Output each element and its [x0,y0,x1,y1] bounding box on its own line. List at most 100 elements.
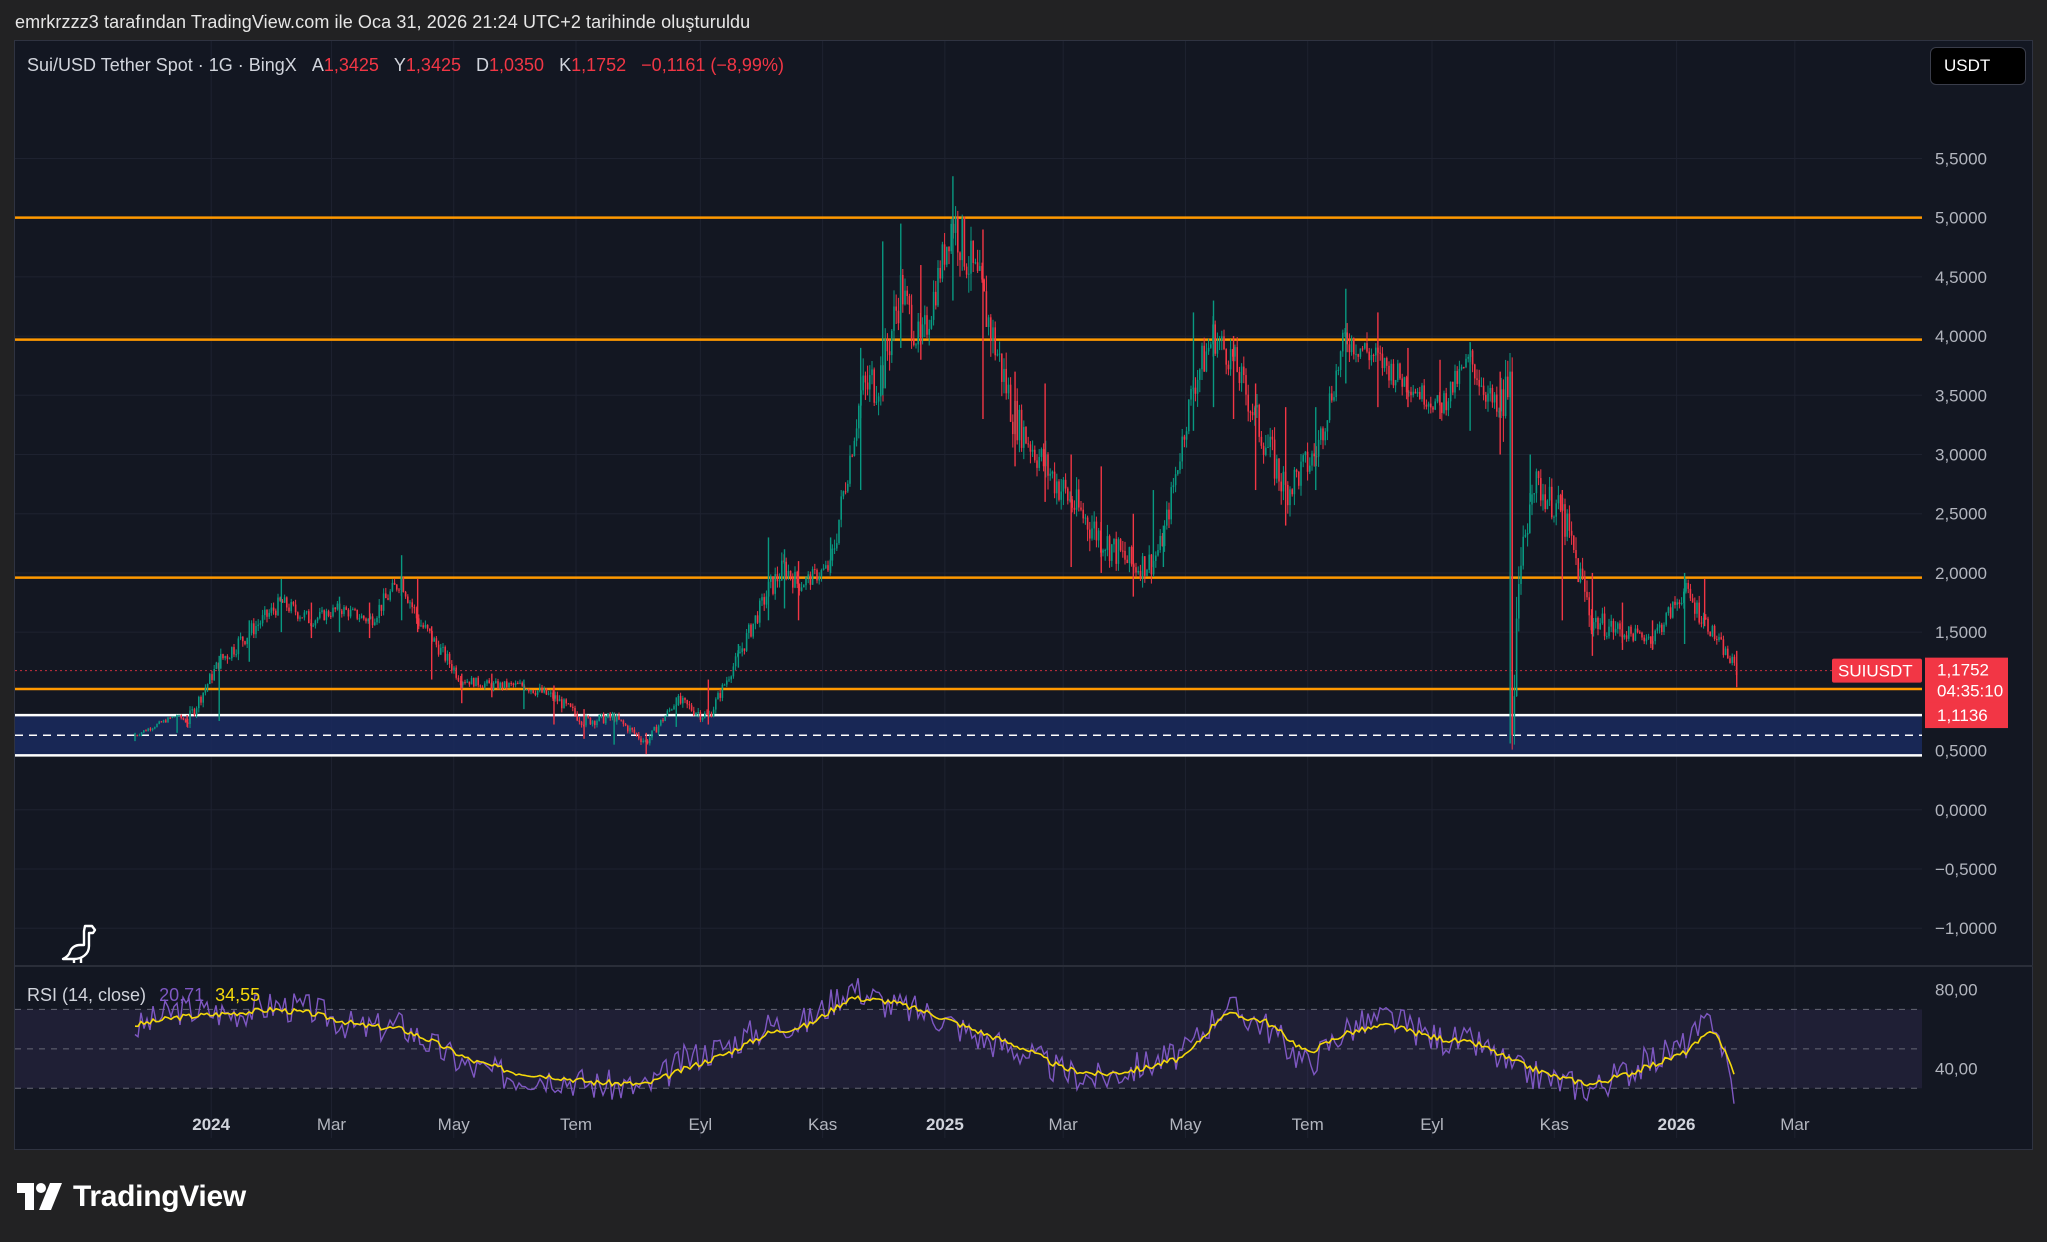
candle-body [591,721,594,725]
candle-body [1535,471,1538,494]
candle-body [646,740,649,744]
candle-body [671,709,673,711]
candle-body [620,719,622,721]
candle-body [1493,394,1496,403]
candle-body [345,607,347,610]
candle-body [1159,535,1161,550]
candle-body [1298,471,1300,486]
candle-body [1474,364,1476,379]
y-tick-label: 0,5000 [1935,742,1987,761]
candle-body [1355,354,1357,356]
candle-body [1595,617,1597,623]
candle-body [385,593,387,599]
candle-body [662,719,664,722]
candle-body [657,725,660,733]
candle-body [442,646,444,648]
tradingview-logo[interactable]: TradingView [17,1177,246,1217]
candle-body [1137,570,1139,573]
candle-body [1636,628,1639,633]
candle-body [1229,349,1232,370]
candle-body [1639,632,1641,634]
candle-body [1324,431,1326,441]
candle-body [389,591,391,600]
candle-body [1390,363,1392,381]
candle-body [477,677,479,686]
dino-icon[interactable] [58,922,100,964]
candle-body [270,607,273,613]
candle-body [1658,624,1661,628]
y-tick-label: 5,0000 [1935,209,1987,228]
candle-body [292,602,295,605]
candle-body [323,610,325,621]
candle-body [649,737,651,744]
candle-body [1383,357,1386,369]
candle-body [1504,376,1507,417]
candle-body [1436,395,1439,402]
candle-body [1016,400,1018,441]
candle-body [1678,602,1681,605]
candle-body [965,266,968,275]
chart-frame[interactable] [14,40,2033,1150]
candle-body [1694,602,1696,614]
candle-body [398,589,400,591]
candle-body [1293,469,1296,495]
candle-body [752,623,754,637]
candle-body [811,569,814,585]
candle-body [1568,513,1571,531]
candle-body [1467,356,1469,359]
candle-body [1205,351,1208,372]
candle-body [1513,696,1516,736]
candle-body [587,716,589,718]
candle-body [1454,370,1456,393]
candle-body [1273,439,1276,479]
candle-body [1106,536,1109,551]
candle-body [838,519,840,544]
candle-body [1665,613,1667,625]
candle-body [864,375,867,383]
candle-body [1731,656,1733,664]
rsi-title[interactable]: RSI (14, close) [27,985,147,1005]
candle-body [1317,439,1320,457]
candle-body [420,625,422,627]
candle-body [743,648,746,651]
candle-body [301,617,303,619]
candle-body [618,715,620,720]
candle-body [459,680,462,686]
level-price-label: 1,1136 [1937,706,1988,725]
candle-body [728,679,730,681]
candle-body [1185,431,1188,440]
candle-body [1537,471,1540,479]
candle-body [200,696,202,703]
rsi-ma-line [134,994,1735,1088]
candle-body [1326,420,1329,432]
candle-body [545,688,548,695]
candle-body [1216,341,1219,354]
candle-body [242,636,244,642]
candle-body [1139,570,1142,579]
currency-button[interactable]: USDT [1930,47,2026,85]
candle-body [433,638,435,642]
candle-body [536,690,539,695]
candle-body [822,568,825,570]
candle-body [497,681,499,689]
candle-body [1221,336,1223,341]
candle-body [897,310,900,324]
candle-body [1711,625,1714,637]
symbol-title[interactable]: Sui/USD Tether Spot · 1G · BingX [27,55,297,75]
candle-body [1245,375,1247,395]
candle-body [880,365,882,397]
candle-body [1399,363,1401,379]
candle-body [990,317,992,341]
candle-body [1524,534,1527,537]
candle-body [1322,428,1324,441]
candle-body [805,577,807,586]
candle-body [1058,481,1060,500]
candle-body [677,695,680,706]
candle-body [1029,444,1032,452]
candle-body [213,669,215,680]
candle-body [1302,455,1304,462]
candle-body [589,717,592,725]
candle-body [807,574,809,578]
candle-body [1203,345,1205,372]
